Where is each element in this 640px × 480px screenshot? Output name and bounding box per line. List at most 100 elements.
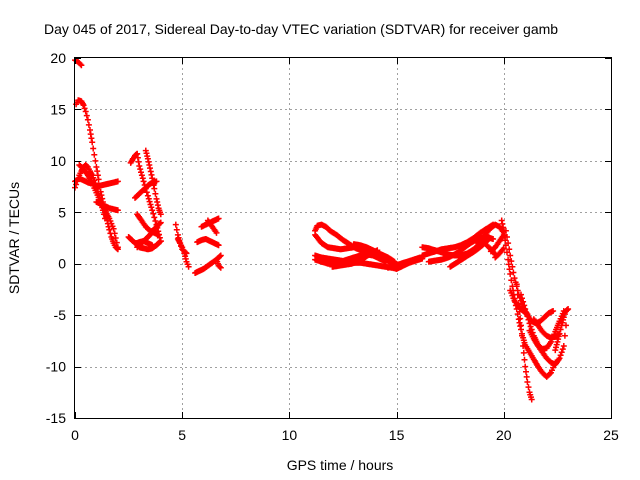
data-point bbox=[511, 275, 518, 282]
data-point bbox=[519, 295, 525, 302]
series-arc-44 bbox=[552, 306, 572, 354]
y-tick-label: 20 bbox=[50, 50, 66, 66]
series-arc-28 bbox=[393, 255, 426, 272]
x-tick-label: 0 bbox=[71, 427, 79, 443]
data-point bbox=[137, 166, 144, 173]
data-point bbox=[217, 252, 224, 259]
data-point bbox=[156, 238, 163, 245]
data-point bbox=[92, 157, 99, 164]
series-arc-7 bbox=[127, 150, 164, 245]
y-tick-label: -10 bbox=[46, 359, 66, 375]
data-point bbox=[556, 330, 563, 337]
data-point bbox=[140, 178, 147, 185]
data-point bbox=[114, 207, 121, 214]
data-point bbox=[376, 250, 383, 257]
data-point bbox=[138, 169, 144, 176]
data-point bbox=[77, 61, 84, 68]
data-point bbox=[157, 238, 164, 245]
y-tick-label: -5 bbox=[54, 307, 67, 323]
data-point bbox=[484, 236, 491, 243]
data-point bbox=[149, 207, 156, 214]
data-point bbox=[153, 178, 160, 185]
series-arc-19 bbox=[198, 215, 222, 230]
data-point bbox=[382, 258, 389, 265]
data-point bbox=[565, 306, 572, 312]
data-point bbox=[113, 239, 120, 246]
data-point bbox=[557, 352, 564, 359]
data-point bbox=[215, 242, 222, 249]
series-arc-31 bbox=[425, 234, 497, 265]
data-point bbox=[546, 370, 553, 377]
data-point bbox=[85, 121, 92, 128]
data-point bbox=[504, 249, 510, 256]
data-point bbox=[485, 236, 492, 242]
data-point bbox=[114, 178, 121, 185]
y-tick-label: 0 bbox=[58, 256, 66, 272]
data-point bbox=[216, 263, 223, 270]
data-point bbox=[114, 244, 121, 251]
data-point bbox=[217, 264, 224, 271]
chart-title: Day 045 of 2017, Sidereal Day-to-day VTE… bbox=[44, 21, 558, 37]
data-point bbox=[91, 151, 98, 158]
data-point bbox=[507, 252, 514, 259]
series-arc-38 bbox=[502, 227, 557, 327]
data-point bbox=[172, 221, 179, 228]
data-point bbox=[528, 396, 535, 403]
data-point bbox=[89, 139, 96, 146]
data-point bbox=[522, 363, 529, 370]
data-point bbox=[215, 215, 222, 222]
x-tick-label: 5 bbox=[178, 427, 186, 443]
data-point bbox=[185, 263, 192, 270]
data-point bbox=[88, 135, 95, 142]
data-point bbox=[525, 316, 532, 323]
data-point bbox=[181, 250, 188, 257]
data-point bbox=[558, 349, 565, 356]
data-point bbox=[112, 235, 119, 241]
data-point bbox=[147, 201, 154, 208]
data-point bbox=[213, 229, 220, 236]
data-point bbox=[155, 231, 162, 238]
series-arc-20 bbox=[213, 256, 224, 271]
data-point bbox=[507, 271, 514, 277]
data-point bbox=[560, 343, 567, 349]
data-point bbox=[83, 112, 90, 119]
data-point bbox=[523, 373, 530, 380]
data-point bbox=[505, 240, 512, 247]
data-point bbox=[508, 258, 515, 265]
data-point bbox=[152, 218, 159, 224]
data-point bbox=[151, 214, 158, 221]
series-arc-17 bbox=[194, 236, 222, 249]
data-point bbox=[527, 323, 534, 330]
data-point bbox=[561, 332, 568, 339]
series-arc-43 bbox=[507, 287, 531, 318]
x-tick-label: 20 bbox=[496, 427, 512, 443]
data-point bbox=[148, 204, 155, 211]
data-point bbox=[152, 190, 159, 197]
series-arc-15 bbox=[174, 236, 192, 270]
series-arc-32 bbox=[447, 236, 492, 270]
data-point bbox=[150, 210, 157, 217]
x-tick-label: 25 bbox=[603, 427, 619, 443]
data-point bbox=[557, 326, 564, 333]
data-point bbox=[157, 211, 164, 218]
data-points bbox=[72, 57, 572, 403]
data-point bbox=[78, 62, 85, 69]
chart-axes: 0 5 10 15 20 25 -15 -10 -5 0 5 10 15 20 bbox=[46, 50, 619, 443]
x-tick-label: 15 bbox=[389, 427, 405, 443]
data-point bbox=[510, 269, 517, 276]
data-point bbox=[524, 311, 531, 318]
data-point bbox=[504, 234, 510, 240]
data-point bbox=[526, 320, 533, 327]
series-arc-36 bbox=[483, 242, 499, 258]
data-point bbox=[508, 277, 515, 284]
data-point bbox=[95, 176, 102, 183]
series-arc-5 bbox=[72, 175, 121, 189]
y-tick-label: 5 bbox=[58, 204, 66, 220]
x-axis-label: GPS time / hours bbox=[287, 457, 394, 473]
series-arc-42 bbox=[530, 316, 563, 341]
data-point bbox=[509, 263, 516, 270]
data-point bbox=[559, 346, 566, 353]
data-point bbox=[520, 349, 527, 356]
data-point bbox=[110, 225, 117, 232]
